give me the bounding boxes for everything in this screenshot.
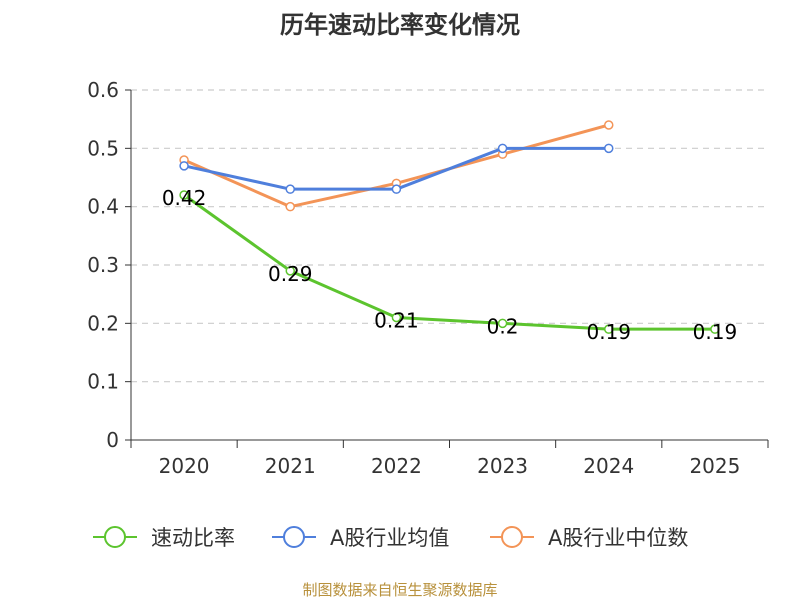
x-tick-label: 2023 [477,454,528,478]
grid-lines [131,89,768,383]
data-point [497,143,508,154]
legend-label: A股行业均值 [330,526,449,550]
x-tick-label: 2020 [159,454,210,478]
data-point [497,318,508,329]
series-group [179,120,720,334]
data-label: 0.29 [268,262,313,286]
series-line [183,193,715,331]
y-tick-label: 0.1 [87,370,119,394]
legend-marker [104,526,126,548]
x-tick-label: 2021 [265,454,316,478]
data-label: 0.19 [693,320,738,344]
axes [125,89,769,448]
data-point [179,190,189,200]
legend-label: 速动比率 [151,526,235,550]
data-label: 0.42 [162,186,207,210]
data-point [710,324,720,334]
legend-marker [501,526,523,548]
y-tick-label: 0.2 [87,311,119,335]
y-tick-label: 0.4 [87,195,119,219]
x-tick-label: 2022 [371,454,422,478]
y-tick-label: 0.3 [87,253,119,277]
data-label: 0.21 [374,309,419,333]
data-point [391,312,402,323]
source-note: 制图数据来自恒生聚源数据库 [302,581,497,599]
data-point [179,161,189,171]
y-axis-ticks: 0 0.1 0.2 0.3 0.4 0.5 0.6 [87,78,119,452]
y-tick-label: 0.6 [87,78,119,102]
data-point [604,143,614,154]
data-label: 0.19 [586,320,631,344]
data-point [285,266,295,276]
y-tick-label: 0 [106,428,119,452]
data-label: 0.2 [487,314,519,338]
data-labels: 0.42 0.29 0.21 0.2 0.19 0.19 [162,186,737,344]
x-tick-label: 2025 [689,454,740,478]
data-point [604,120,614,130]
data-point [604,324,614,334]
series-line [183,123,610,209]
data-point [285,201,295,212]
legend-marker [283,526,305,548]
data-point [391,184,402,194]
x-axis-ticks: 2020 2021 2022 2023 2024 2025 [159,454,741,478]
data-point [285,184,295,194]
chart-title: 历年速动比率变化情况 [280,11,520,39]
legend: 速动比率 A股行业均值 A股行业中位数 [93,526,688,550]
x-tick-label: 2024 [583,454,634,478]
y-tick-label: 0.5 [87,136,119,160]
legend-label: A股行业中位数 [548,526,688,550]
